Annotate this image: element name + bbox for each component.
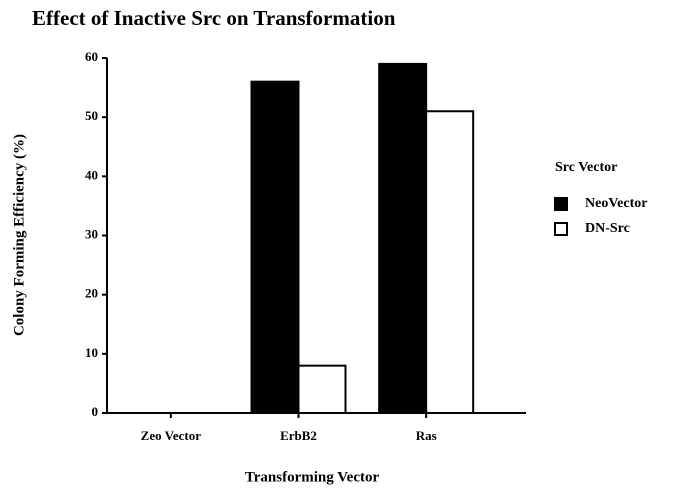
legend-title: Src Vector bbox=[555, 160, 617, 175]
x-tick-label: Zeo Vector bbox=[141, 428, 202, 443]
bar bbox=[378, 62, 428, 415]
chart-title: Effect of Inactive Src on Transformation bbox=[32, 6, 396, 30]
y-tick-label: 0 bbox=[92, 404, 99, 419]
bar bbox=[297, 364, 347, 414]
y-tick-label: 30 bbox=[85, 226, 98, 241]
y-axis-title: Colony Forming Efficiency (%) bbox=[11, 134, 27, 336]
y-tick-label: 40 bbox=[85, 167, 98, 182]
bar bbox=[250, 80, 300, 415]
legend-swatch bbox=[554, 197, 568, 211]
x-axis-title: Transforming Vector bbox=[245, 469, 380, 485]
legend-swatch bbox=[554, 222, 568, 236]
y-tick-label: 10 bbox=[85, 345, 98, 360]
bar bbox=[425, 110, 475, 414]
y-tick-label: 20 bbox=[85, 286, 98, 301]
legend-label: DN-Src bbox=[585, 221, 630, 236]
x-tick-label: ErbB2 bbox=[280, 428, 317, 443]
y-tick-label: 50 bbox=[85, 108, 98, 123]
legend-label: NeoVector bbox=[585, 196, 647, 211]
y-tick-label: 60 bbox=[85, 49, 98, 64]
x-tick-label: Ras bbox=[416, 428, 437, 443]
